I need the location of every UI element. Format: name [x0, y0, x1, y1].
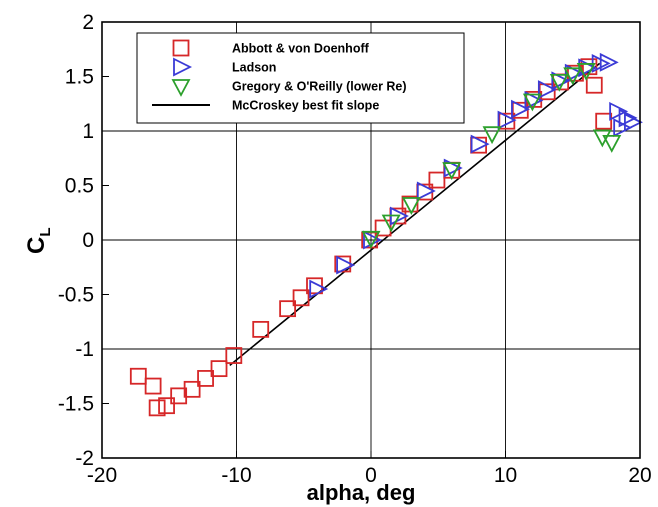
y-axis-title: CL — [23, 227, 54, 254]
abbott-data-point — [183, 380, 201, 398]
y-axis-title-subscript: L — [37, 227, 54, 236]
abbott-data-point — [225, 347, 243, 364]
y-tick-label: 2 — [82, 11, 94, 34]
ladson-data-point — [470, 134, 490, 154]
abbott-data-point — [197, 370, 214, 387]
ladson-data-point — [624, 112, 643, 132]
legend-marker-symbol — [172, 39, 190, 57]
gregory-data-point — [482, 126, 502, 145]
y-tick-label: 0.5 — [65, 175, 94, 198]
ladson-data-point — [613, 118, 633, 138]
legend-mccroskey-label: McCroskey best fit slope — [232, 99, 379, 113]
ladson-data-point — [416, 181, 436, 201]
abbott-data-point — [595, 112, 613, 130]
y-axis-title-main: C — [23, 237, 50, 254]
fit-line-layer — [229, 62, 601, 366]
mccroskey-fit-line — [229, 62, 601, 366]
ladson-data-point — [524, 91, 544, 110]
legend-gregory-label: Gregory & O'Reilly (lower Re) — [232, 80, 407, 94]
abbott-data-point — [148, 399, 166, 417]
x-tick-label: 10 — [494, 464, 517, 487]
ladson-data-point — [609, 101, 629, 121]
gregory-data-point — [401, 197, 421, 215]
y-tick-label: -1.5 — [58, 393, 94, 416]
gregory-data-point — [549, 73, 569, 92]
legend-box — [136, 32, 465, 124]
x-tick-label: 0 — [365, 464, 377, 487]
y-tick-label: 0 — [82, 229, 94, 252]
abbott-data-point — [210, 360, 228, 378]
gregory-data-point — [602, 134, 622, 153]
ladson-data-point — [551, 71, 571, 91]
gregory-data-point — [381, 214, 401, 233]
tick-labels-layer: -20 -10 0 10 20 -2 -1.5 -1 -0.5 0 0.5 1 1.5 2 — [58, 11, 652, 487]
ladson-data-point — [309, 279, 329, 299]
x-axis-title: alpha, deg — [307, 480, 416, 505]
abbott-data-point — [279, 300, 297, 318]
legend-abbott-item: Abbott & von Doenhoff — [172, 39, 370, 57]
x-tick-label: -20 — [87, 464, 117, 487]
gregory-data-point — [592, 129, 612, 148]
legend-abbott-label: Abbott & von Doenhoff — [232, 42, 370, 56]
y-tick-label: -0.5 — [58, 284, 94, 307]
abbott-data-point — [170, 387, 188, 405]
y-tick-label: 1 — [82, 120, 94, 143]
abbott-data-point — [428, 171, 446, 189]
ladson-data-point — [618, 108, 638, 128]
gregory-data-point — [576, 63, 596, 81]
gregory-data-point — [563, 67, 583, 86]
gregory-data-point — [442, 162, 462, 181]
abbott-data-point — [158, 397, 175, 415]
ladson-data-point — [599, 52, 619, 72]
abbott-data-point — [306, 277, 323, 295]
ladson-data-point — [511, 99, 530, 119]
ladson-data-point — [497, 110, 517, 130]
abbott-data-point — [292, 289, 310, 307]
legend-ladson-item: Ladson — [173, 57, 276, 77]
legend: Abbott & von Doenhoff Ladson Gregory & O'R… — [136, 32, 465, 124]
legend-marker-symbol — [171, 79, 191, 97]
legend-gregory-item: Gregory & O'Reilly (lower Re) — [171, 79, 407, 97]
abbott-data-point — [585, 76, 603, 94]
data-markers-layer — [129, 52, 643, 417]
abbott-data-point — [129, 367, 147, 385]
legend-mccroskey-item: McCroskey best fit slope — [152, 99, 379, 113]
abbott-data-point — [144, 377, 162, 395]
legend-ladson-label: Ladson — [232, 61, 276, 75]
y-tick-label: 1.5 — [65, 66, 94, 89]
x-tick-label: 20 — [628, 464, 651, 487]
ladson-data-point — [443, 158, 463, 178]
legend-marker-symbol — [173, 57, 193, 77]
gregory-data-point — [522, 93, 542, 112]
y-tick-label: -1 — [75, 338, 94, 361]
abbott-data-point — [252, 320, 270, 338]
ladson-data-point — [564, 63, 584, 83]
gregory-data-point — [361, 230, 381, 249]
ladson-data-point — [537, 80, 557, 100]
y-tick-label: -2 — [75, 447, 94, 470]
x-tick-label: -10 — [221, 464, 251, 487]
legend-items: Abbott & von Doenhoff Ladson Gregory & O'R… — [152, 39, 407, 113]
ladson-data-point — [336, 255, 356, 275]
